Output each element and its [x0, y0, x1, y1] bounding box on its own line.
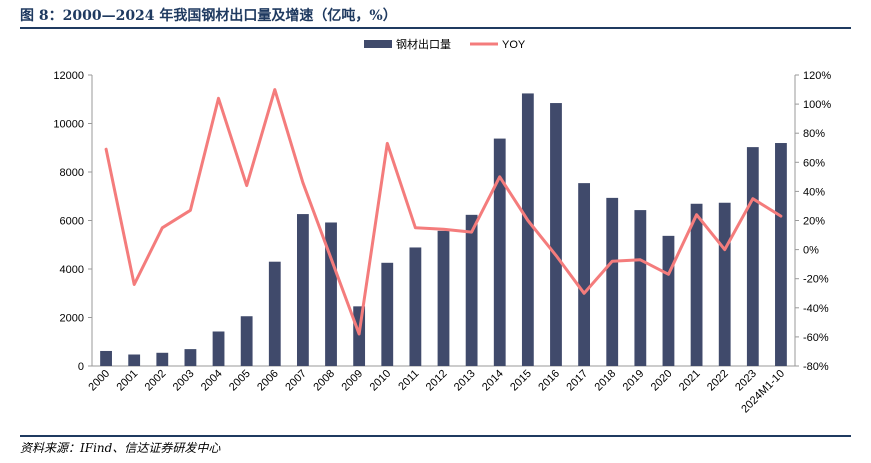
source-note: 资料来源：IFind、信达证券研发中心 [20, 441, 221, 455]
bar-export-volume [156, 352, 169, 366]
bar-export-volume [606, 197, 619, 366]
x-tick-label: 2008 [311, 368, 337, 394]
x-tick-label: 2023 [733, 368, 759, 394]
right-tick-label: -60% [803, 332, 829, 344]
bar-export-volume [634, 210, 647, 366]
chart-legend: 钢材出口量 YOY [364, 37, 526, 51]
bar-export-volume [718, 202, 731, 366]
right-tick-label: 120% [803, 70, 831, 82]
x-tick-label: 2021 [677, 368, 703, 394]
bar-export-volume [212, 331, 225, 366]
yoy-line [104, 88, 783, 336]
x-tick-label: 2005 [227, 368, 253, 394]
bar-export-volume [409, 247, 422, 366]
bar-export-volume [550, 103, 562, 366]
title-rule [20, 27, 851, 29]
x-tick-label: 2015 [508, 368, 534, 394]
bar-export-volume [775, 143, 787, 366]
right-tick-label: 80% [803, 128, 825, 140]
x-tick-label: 2011 [396, 368, 421, 393]
left-tick-label: 2000 [60, 313, 84, 325]
bar-export-volume [100, 350, 112, 366]
bar-export-volume [184, 349, 197, 366]
x-tick-label: 2001 [115, 368, 141, 394]
bar-export-volume [465, 214, 478, 366]
left-tick-label: 4000 [60, 264, 84, 276]
x-tick-label: 2019 [621, 368, 647, 394]
source-rule [20, 435, 851, 437]
bar-export-volume [268, 261, 281, 366]
x-tick-label: 2022 [705, 368, 731, 394]
left-tick-label: 0 [78, 361, 84, 373]
left-tick-label: 8000 [60, 167, 84, 179]
right-tick-label: 40% [803, 186, 825, 198]
right-tick-label: -20% [803, 274, 829, 286]
x-tick-label: 2018 [593, 368, 619, 394]
bar-export-volume [325, 222, 337, 366]
legend-label-bar: 钢材出口量 [396, 37, 451, 51]
x-tick-label: 2004 [199, 368, 225, 394]
figure-title: 图 8：2000—2024 年我国钢材出口量及增速（亿吨，%） [20, 8, 397, 24]
bar-export-volume [128, 354, 141, 366]
x-tick-label: 2013 [452, 368, 478, 394]
bar-export-volume [296, 214, 309, 366]
x-tick-label: 2014 [480, 368, 506, 394]
legend-swatch-bar [364, 40, 392, 48]
x-tick-label: 2020 [649, 368, 675, 394]
right-tick-label: 0% [803, 245, 819, 257]
x-tick-label: 2016 [536, 368, 562, 394]
right-tick-label: 20% [803, 216, 825, 228]
right-tick-label: 100% [803, 99, 831, 111]
left-tick-label: 6000 [60, 216, 84, 228]
bar-export-volume [521, 93, 534, 367]
x-tick-label: 2012 [424, 368, 450, 394]
bar-export-volume [437, 230, 450, 366]
x-tick-label: 2000 [86, 368, 112, 394]
x-tick-label: 2017 [564, 368, 590, 394]
right-tick-label: -80% [803, 361, 829, 373]
x-tick-label: 2010 [368, 368, 394, 394]
bar-export-volume [578, 183, 591, 366]
bar-export-volume [690, 203, 703, 366]
x-tick-label: 2009 [339, 368, 365, 394]
bar-export-volume [746, 147, 759, 366]
x-tick-label: 2006 [255, 368, 281, 394]
bar-export-volume [240, 316, 253, 366]
right-tick-label: -40% [803, 303, 829, 315]
right-tick-label: 60% [803, 157, 825, 169]
bar-export-volume [353, 306, 366, 366]
bar-export-volume [493, 138, 506, 366]
left-tick-label: 12000 [53, 70, 84, 82]
x-tick-label: 2002 [143, 368, 169, 394]
legend-label-line: YOY [502, 39, 526, 51]
left-tick-label: 10000 [53, 119, 84, 131]
x-tick-label: 2007 [283, 368, 309, 394]
x-tick-label: 2003 [171, 368, 197, 394]
bar-export-volume [662, 235, 675, 366]
bar-export-volume [381, 262, 394, 366]
